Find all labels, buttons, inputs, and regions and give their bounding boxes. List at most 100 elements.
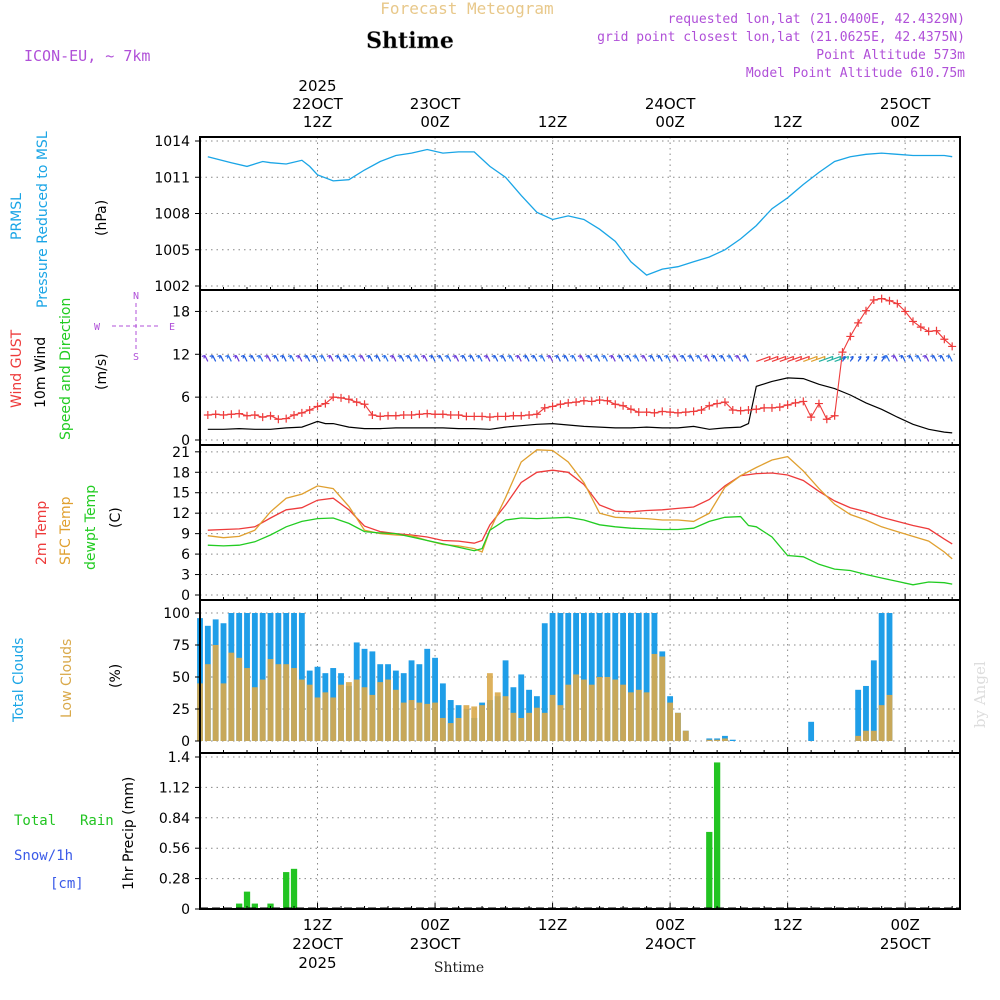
wind-direction-arrow [616, 354, 624, 362]
temperature-ytick-label: 21 [172, 445, 190, 461]
wind-direction-arrow [656, 354, 663, 362]
precip-ytick-label: 0.28 [159, 872, 190, 888]
x-label-bottom: 22OCT [292, 935, 343, 953]
wind-direction-arrow [295, 354, 303, 362]
wind-gust-marker [235, 409, 244, 418]
wind-direction-arrow [374, 354, 381, 362]
low-cloud-bar [486, 673, 493, 741]
low-cloud-bar [298, 679, 305, 741]
rain-bar [251, 903, 258, 909]
low-cloud-bar [463, 705, 470, 741]
x-label-top: 12Z [303, 113, 332, 131]
pressure-ytick-label: 1008 [154, 207, 190, 223]
wind-gust-marker [532, 410, 541, 419]
low-cloud-bar [345, 682, 352, 741]
temperature-ytick-label: 0 [181, 588, 190, 604]
low-cloud-bar [212, 645, 219, 741]
wind-direction-arrow [232, 354, 240, 362]
wind-direction-arrow [436, 354, 444, 362]
wind-direction-arrow [475, 354, 483, 362]
low-cloud-bar [204, 664, 211, 741]
watermark: by Angel [971, 661, 989, 728]
low-cloud-bar [510, 712, 517, 741]
low-cloud-bar [722, 738, 728, 741]
wind-direction-arrow [873, 355, 878, 362]
total-cloud-bar [581, 613, 587, 741]
wind-gust-marker [673, 408, 682, 417]
wind-direction-arrow [810, 355, 826, 362]
low-cloud-bar [675, 712, 681, 741]
wind-direction-arrow [428, 354, 436, 362]
wind-direction-arrow [687, 354, 695, 362]
low-cloud-bar [518, 717, 525, 741]
wind-gust-marker [736, 406, 745, 415]
low-cloud-bar [283, 664, 290, 741]
low-cloud-bar [228, 652, 235, 741]
wind-direction-arrow [554, 354, 561, 362]
wind-gust-marker [861, 306, 870, 315]
low-cloud-bar [502, 696, 509, 741]
total-cloud-bar [808, 721, 815, 741]
low-cloud-bar [855, 735, 862, 741]
low-cloud-bar [588, 684, 595, 741]
wind-gust-marker [940, 335, 949, 344]
temperature-series-line-2 [207, 515, 953, 586]
wind-direction-arrow [938, 354, 945, 362]
wind-direction-arrow [803, 355, 818, 362]
wind-gust-marker [595, 396, 604, 404]
x-label-top: 00Z [655, 113, 684, 131]
pressure-label-prmsl: PRMSL [9, 193, 25, 240]
x-label-top: 24OCT [645, 95, 696, 113]
rain-bar [236, 903, 243, 909]
compass-rose: N W E S [94, 291, 175, 363]
x-label-bottom: 23OCT [410, 935, 461, 953]
wind-gust-marker [250, 411, 259, 419]
model-label: ICON-EU, ~ 7km [24, 47, 150, 65]
wind-gust-marker [297, 408, 306, 417]
low-cloud-bar [220, 683, 227, 741]
wind-gust-marker [407, 411, 416, 419]
low-cloud-bar [291, 668, 297, 741]
wind-direction-arrow [562, 354, 569, 362]
wind-gust-marker [243, 411, 252, 420]
low-cloud-bar [714, 739, 721, 741]
model-altitude: Model Point Altitude 610.75m [746, 66, 965, 81]
wind-direction-arrow [826, 355, 842, 362]
x-label-top: 2025 [298, 77, 336, 95]
wind-frame [199, 289, 961, 446]
wind-gust-marker [564, 398, 573, 407]
temp-dew-label: dewpt Temp [83, 485, 99, 570]
total-cloud-bar [424, 648, 431, 741]
wind-gust-marker [470, 412, 479, 421]
low-cloud-bar [635, 689, 642, 741]
low-cloud-bar [275, 664, 282, 741]
wind-gust-marker [807, 413, 816, 422]
wind-gust-marker [744, 406, 753, 414]
total-cloud-bar [855, 689, 862, 741]
low-cloud-bar [526, 712, 532, 741]
wind-direction-arrow [499, 354, 507, 362]
wind-gust-marker [877, 294, 886, 303]
total-cloud-bar [259, 613, 266, 741]
wind-direction-arrow [818, 355, 834, 362]
wind-gust-marker [948, 342, 957, 351]
wind-direction-arrow [906, 354, 914, 362]
rain-bar [283, 872, 290, 909]
precip-snow-label: Snow/1h [14, 848, 73, 864]
wind-gust-marker [525, 411, 534, 419]
wind-gust-marker [305, 406, 314, 414]
total-cloud-bar [298, 613, 305, 741]
wind-gust-marker [360, 400, 369, 409]
low-cloud-bar [369, 694, 376, 741]
wind-direction-arrow [695, 354, 702, 362]
wind-direction-arrow [891, 354, 898, 362]
wind-direction-arrow [272, 354, 279, 362]
wind-gust-marker [376, 412, 385, 421]
total-cloud-bar [628, 613, 634, 741]
x-label-top: 12Z [773, 113, 802, 131]
x-label-bottom: 12Z [303, 916, 332, 934]
low-clouds-label: Low Clouds [59, 639, 75, 718]
wind-direction-arrow [287, 354, 295, 362]
total-cloud-bar [620, 613, 627, 741]
